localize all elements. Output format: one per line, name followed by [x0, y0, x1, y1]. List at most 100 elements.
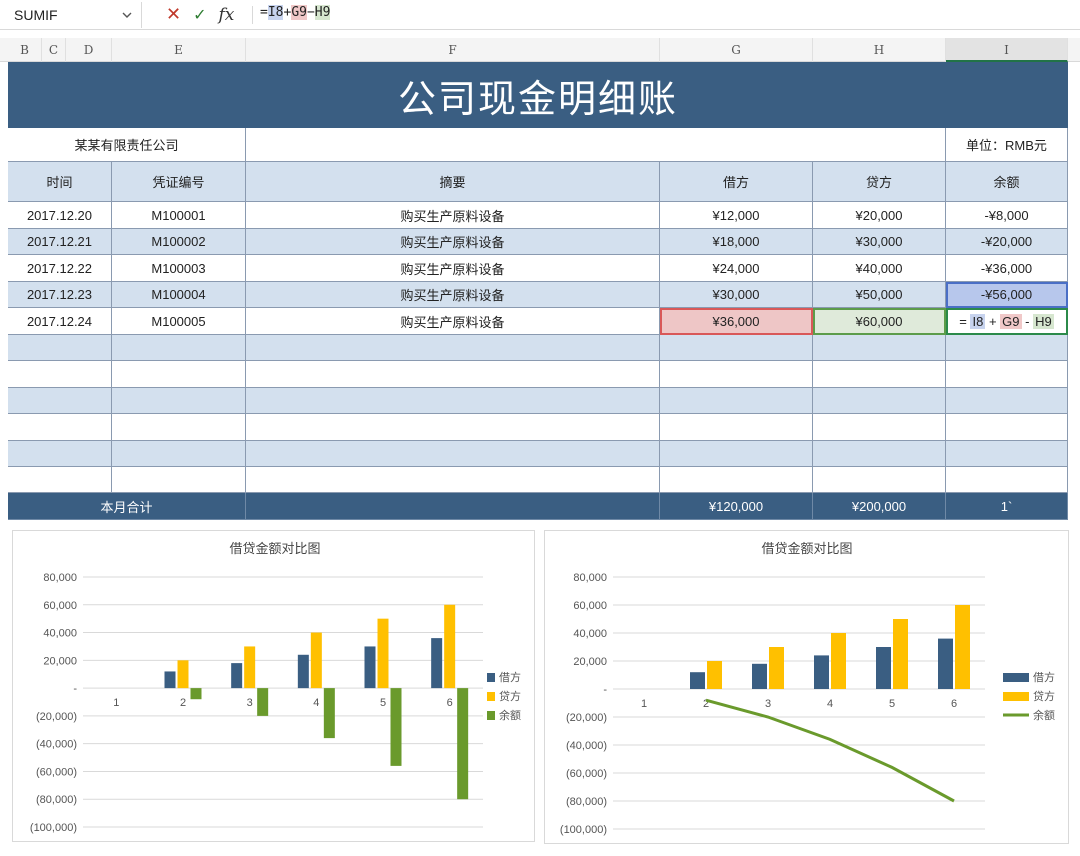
- empty-cell[interactable]: [246, 361, 660, 388]
- row-3-summary[interactable]: 购买生产原料设备: [246, 255, 660, 282]
- row-3-credit[interactable]: ¥40,000: [813, 255, 946, 282]
- row-5-summary[interactable]: 购买生产原料设备: [246, 308, 660, 335]
- row-3-date[interactable]: 2017.12.22: [8, 255, 112, 282]
- row-5-debit[interactable]: ¥36,000: [660, 308, 813, 335]
- row-4-balance[interactable]: -¥56,000: [946, 282, 1068, 308]
- column-header-f[interactable]: F: [246, 38, 660, 62]
- chart-combo-comparison[interactable]: 借贷金额对比图 80,000 60,000 40,000 20,000 - (20,000)…: [544, 530, 1069, 844]
- header-credit[interactable]: 贷方: [813, 162, 946, 202]
- row-1-summary[interactable]: 购买生产原料设备: [246, 202, 660, 229]
- row-1-date[interactable]: 2017.12.20: [8, 202, 112, 229]
- empty-cell[interactable]: [660, 335, 813, 361]
- row-4-date[interactable]: 2017.12.23: [8, 282, 112, 308]
- chart-bar-comparison[interactable]: 借贷金额对比图 80,000 60,000 40,000 20,000 - (20,000)…: [12, 530, 535, 842]
- footer-blank[interactable]: [246, 493, 660, 520]
- empty-cell[interactable]: [813, 441, 946, 467]
- empty-cell[interactable]: [246, 335, 660, 361]
- blank-header-cell[interactable]: [246, 128, 946, 162]
- empty-cell[interactable]: [246, 441, 660, 467]
- empty-cell[interactable]: [112, 388, 246, 414]
- empty-cell[interactable]: [813, 361, 946, 388]
- row-5-voucher[interactable]: M100005: [112, 308, 246, 335]
- bar-借方: [431, 638, 443, 689]
- row-2-summary[interactable]: 购买生产原料设备: [246, 229, 660, 255]
- header-summary[interactable]: 摘要: [246, 162, 660, 202]
- footer-debit-total[interactable]: ¥120,000: [660, 493, 813, 520]
- empty-cell[interactable]: [946, 335, 1068, 361]
- empty-cell[interactable]: [946, 414, 1068, 441]
- empty-cell[interactable]: [660, 441, 813, 467]
- empty-cell[interactable]: [660, 414, 813, 441]
- row-1-voucher[interactable]: M100001: [112, 202, 246, 229]
- empty-cell[interactable]: [813, 414, 946, 441]
- empty-cell[interactable]: [112, 414, 246, 441]
- column-header-b[interactable]: B: [8, 38, 42, 62]
- cancel-icon[interactable]: ✕: [166, 4, 182, 25]
- row-5-balance-editor[interactable]: = I8 + G9 - H9: [946, 308, 1068, 335]
- empty-cell[interactable]: [246, 388, 660, 414]
- empty-cell[interactable]: [246, 467, 660, 493]
- company-cell[interactable]: 某某有限责任公司: [8, 128, 246, 162]
- empty-cell[interactable]: [660, 467, 813, 493]
- empty-cell[interactable]: [946, 388, 1068, 414]
- footer-credit-total[interactable]: ¥200,000: [813, 493, 946, 520]
- header-balance[interactable]: 余额: [946, 162, 1068, 202]
- column-header-g[interactable]: G: [660, 38, 813, 62]
- empty-cell[interactable]: [813, 467, 946, 493]
- empty-cell[interactable]: [112, 361, 246, 388]
- column-header-e[interactable]: E: [112, 38, 246, 62]
- row-2-date[interactable]: 2017.12.21: [8, 229, 112, 255]
- empty-cell[interactable]: [813, 335, 946, 361]
- empty-cell[interactable]: [8, 441, 112, 467]
- empty-cell[interactable]: [112, 467, 246, 493]
- empty-cell[interactable]: [8, 361, 112, 388]
- column-header-h[interactable]: H: [813, 38, 946, 62]
- empty-cell[interactable]: [946, 467, 1068, 493]
- empty-cell[interactable]: [813, 388, 946, 414]
- empty-cell[interactable]: [8, 467, 112, 493]
- empty-cell[interactable]: [8, 335, 112, 361]
- row-1-debit[interactable]: ¥12,000: [660, 202, 813, 229]
- column-header-c[interactable]: C: [42, 38, 66, 62]
- empty-cell[interactable]: [112, 335, 246, 361]
- empty-cell[interactable]: [246, 414, 660, 441]
- bar-借方: [297, 654, 309, 689]
- chevron-down-icon[interactable]: [121, 9, 133, 21]
- column-header-i[interactable]: I: [946, 38, 1068, 62]
- empty-cell[interactable]: [660, 361, 813, 388]
- row-4-credit[interactable]: ¥50,000: [813, 282, 946, 308]
- empty-cell[interactable]: [8, 388, 112, 414]
- header-voucher[interactable]: 凭证编号: [112, 162, 246, 202]
- footer-label[interactable]: 本月合计: [8, 493, 246, 520]
- empty-cell[interactable]: [660, 388, 813, 414]
- row-5-date[interactable]: 2017.12.24: [8, 308, 112, 335]
- empty-cell[interactable]: [946, 361, 1068, 388]
- row-3-debit[interactable]: ¥24,000: [660, 255, 813, 282]
- formula-input[interactable]: = I8 + G9 − H9: [260, 5, 331, 20]
- unit-cell[interactable]: 单位：RMB元: [946, 128, 1068, 162]
- empty-cell[interactable]: [112, 441, 246, 467]
- row-2-credit[interactable]: ¥30,000: [813, 229, 946, 255]
- bar-贷方: [377, 618, 389, 689]
- row-3-balance[interactable]: -¥36,000: [946, 255, 1068, 282]
- row-5-credit[interactable]: ¥60,000: [813, 308, 946, 335]
- footer-balance-total[interactable]: 1`: [946, 493, 1068, 520]
- row-2-debit[interactable]: ¥18,000: [660, 229, 813, 255]
- header-debit[interactable]: 借方: [660, 162, 813, 202]
- empty-cell[interactable]: [946, 441, 1068, 467]
- function-icon[interactable]: fx: [218, 5, 235, 25]
- column-header-d[interactable]: D: [66, 38, 112, 62]
- row-2-voucher[interactable]: M100002: [112, 229, 246, 255]
- row-1-balance[interactable]: -¥8,000: [946, 202, 1068, 229]
- header-time[interactable]: 时间: [8, 162, 112, 202]
- row-3-voucher[interactable]: M100003: [112, 255, 246, 282]
- name-box[interactable]: SUMIF: [4, 2, 142, 28]
- confirm-icon[interactable]: ✓: [193, 5, 207, 24]
- sheet-title[interactable]: 公司现金明细账: [8, 62, 1068, 128]
- row-4-summary[interactable]: 购买生产原料设备: [246, 282, 660, 308]
- row-1-credit[interactable]: ¥20,000: [813, 202, 946, 229]
- row-4-debit[interactable]: ¥30,000: [660, 282, 813, 308]
- row-4-voucher[interactable]: M100004: [112, 282, 246, 308]
- empty-cell[interactable]: [8, 414, 112, 441]
- row-2-balance[interactable]: -¥20,000: [946, 229, 1068, 255]
